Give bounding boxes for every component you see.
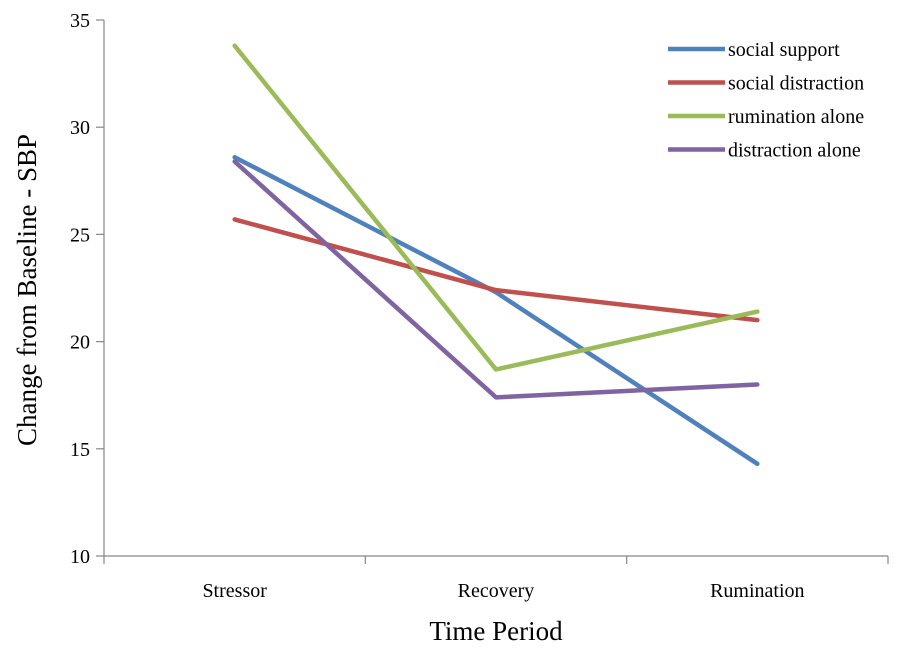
legend-label: distraction alone <box>728 140 861 162</box>
axes <box>103 20 888 557</box>
y-axis-title: Change from Baseline - SBP <box>12 134 42 446</box>
series-line-rumination-alone <box>232 43 760 372</box>
legend-label: rumination alone <box>728 106 864 128</box>
y-tick-label: 25 <box>70 224 90 246</box>
y-tick-label: 15 <box>70 439 90 461</box>
y-ticks: 10 15 20 25 30 35 <box>70 10 104 568</box>
y-tick-label: 10 <box>70 546 90 568</box>
x-tick-label: Stressor <box>202 580 267 602</box>
series-line-distraction-alone <box>232 159 760 400</box>
series-layer <box>232 43 760 467</box>
legend-label: social distraction <box>728 73 864 95</box>
legend-label: social support <box>728 39 840 61</box>
y-tick-label: 20 <box>70 332 90 354</box>
x-tick-label: Recovery <box>458 580 535 602</box>
legend: social support social distraction ruminati… <box>668 39 864 162</box>
x-ticks: Stressor Recovery Rumination <box>103 556 889 602</box>
y-tick-label: 35 <box>70 10 90 32</box>
y-tick-label: 30 <box>70 117 90 139</box>
x-tick-label: Rumination <box>710 580 804 602</box>
x-axis-title: Time Period <box>429 616 563 646</box>
